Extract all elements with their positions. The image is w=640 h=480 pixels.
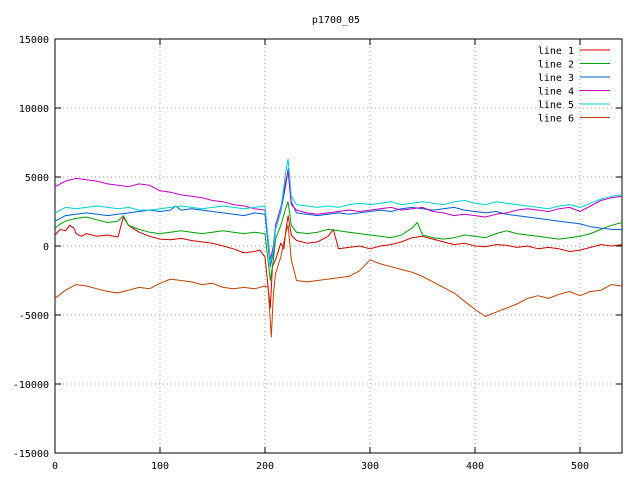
x-axis: 0 100 200 300 400 500 (52, 39, 589, 472)
y-tick-label: -10000 (13, 380, 49, 391)
legend-label-4: line 4 (538, 87, 574, 98)
x-tick-label: 100 (151, 461, 169, 472)
chart-title: p1700_05 (312, 15, 360, 26)
y-tick-label: -15000 (13, 449, 49, 460)
series-line-6 (54, 224, 623, 338)
legend: line 1 line 2 line 3 line 4 line 5 line 6 (538, 46, 610, 125)
legend-label-1: line 1 (538, 46, 574, 57)
series-line-5 (54, 158, 623, 264)
series-line-2 (54, 201, 623, 281)
y-tick-label: -5000 (19, 311, 49, 322)
legend-label-5: line 5 (538, 100, 574, 111)
x-tick-label: 0 (52, 461, 58, 472)
y-tick-label: 5000 (25, 173, 49, 184)
series-line-4 (54, 171, 623, 261)
y-tick-label: 10000 (19, 104, 49, 115)
legend-label-6: line 6 (538, 114, 574, 125)
series-line-3 (54, 168, 622, 268)
y-tick-label: 15000 (19, 35, 49, 46)
series-line-1 (54, 215, 623, 309)
y-tick-label: 0 (43, 242, 49, 253)
legend-label-3: line 3 (538, 73, 574, 84)
legend-label-2: line 2 (538, 60, 574, 71)
x-tick-label: 500 (571, 461, 589, 472)
y-axis: -15000 -10000 -5000 0 5000 10000 15000 (13, 35, 622, 460)
x-tick-label: 200 (256, 461, 274, 472)
x-tick-label: 300 (361, 461, 379, 472)
plot-frame (54, 38, 623, 454)
x-tick-label: 400 (466, 461, 484, 472)
series-layer (54, 158, 623, 338)
